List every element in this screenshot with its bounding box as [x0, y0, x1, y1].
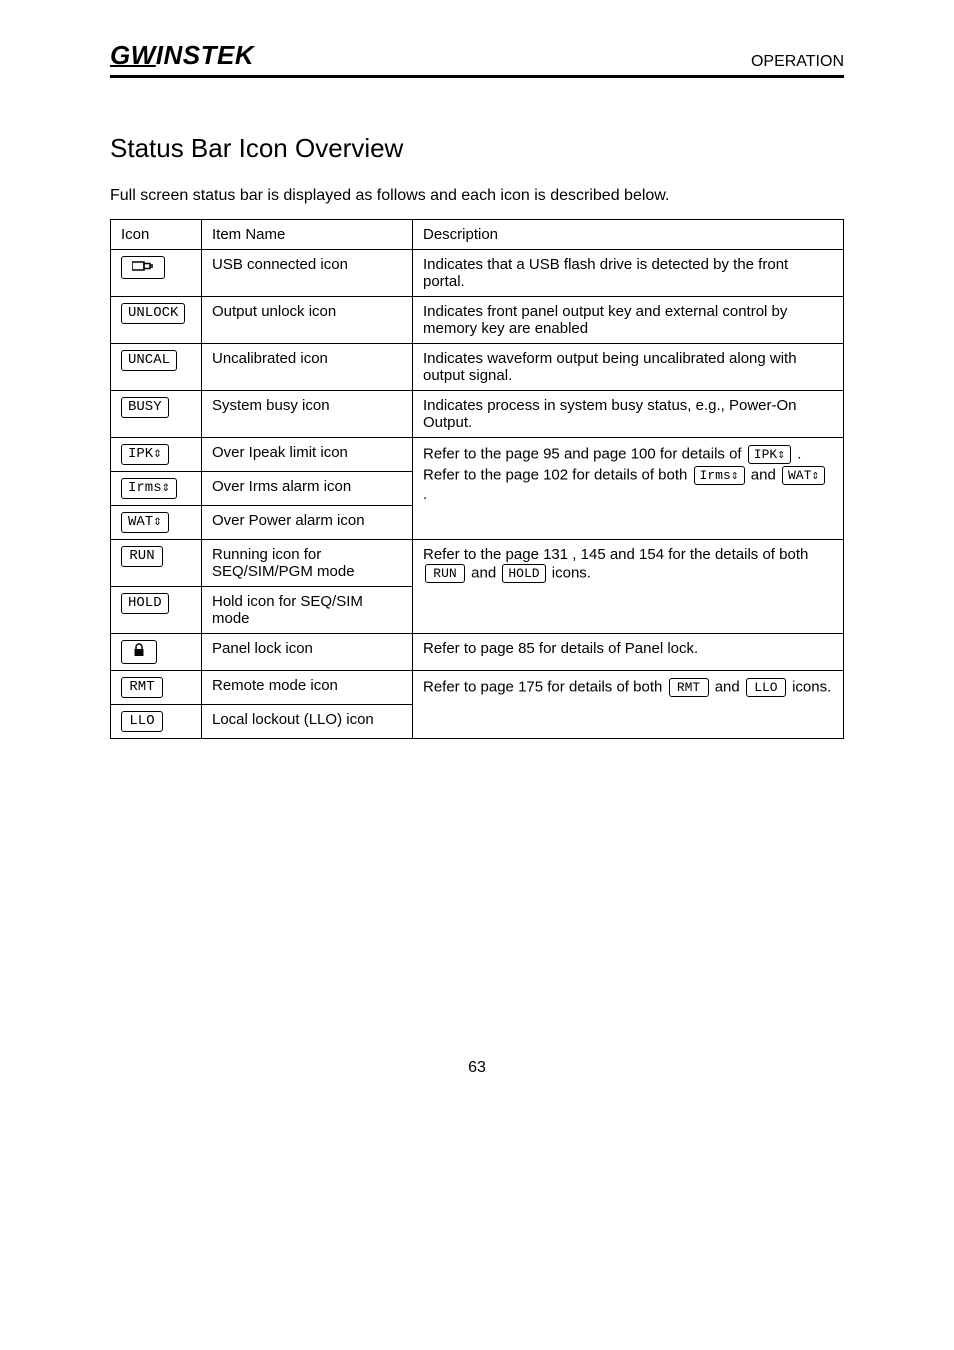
- t: icons.: [792, 679, 831, 696]
- table-row: RMT Remote mode icon Refer to page 175 f…: [111, 671, 844, 705]
- page-ref: 100: [631, 446, 656, 463]
- t: Refer to the page: [423, 546, 543, 563]
- t: and page: [564, 446, 631, 463]
- col-icon: Icon: [111, 220, 202, 250]
- table-row: RUN Running icon for SEQ/SIM/PGM mode Re…: [111, 540, 844, 587]
- wat-text: WAT: [128, 514, 153, 530]
- updown-glyph: ⇕: [153, 514, 161, 530]
- t: and: [610, 546, 639, 563]
- page-ref: 145: [581, 546, 606, 563]
- rmt-icon-inline: RMT: [669, 678, 709, 697]
- t: IPK: [754, 447, 777, 462]
- page-ref: 95: [543, 446, 560, 463]
- t: for details of both: [572, 467, 691, 484]
- item-name: Over Ipeak limit icon: [202, 438, 413, 472]
- t: .: [423, 486, 427, 503]
- usb-icon: [121, 256, 165, 279]
- status-icon-table: Icon Item Name Description: [110, 219, 844, 739]
- table-row: Panel lock icon Refer to page 85 for det…: [111, 634, 844, 671]
- llo-icon: LLO: [121, 711, 163, 732]
- page-ref: 154: [639, 546, 664, 563]
- rmt-icon: RMT: [121, 677, 163, 698]
- item-name: Panel lock icon: [202, 634, 413, 671]
- t: and: [471, 565, 500, 582]
- table-row: BUSY System busy icon Indicates process …: [111, 391, 844, 438]
- lock-icon: [121, 640, 157, 664]
- item-name: System busy icon: [202, 391, 413, 438]
- llo-icon-inline: LLO: [746, 678, 786, 697]
- t: for details of: [660, 446, 746, 463]
- t: and: [751, 467, 780, 484]
- t: icons.: [552, 565, 591, 582]
- updown-glyph: ⇕: [162, 480, 170, 496]
- wat-icon-inline: WAT⇕: [782, 466, 825, 485]
- item-name: Local lockout (LLO) icon: [202, 705, 413, 739]
- table-row: UNLOCK Output unlock icon Indicates fron…: [111, 297, 844, 344]
- page-number: 63: [110, 1059, 844, 1077]
- irms-icon-inline: Irms⇕: [694, 466, 745, 485]
- item-name: Output unlock icon: [202, 297, 413, 344]
- item-name: Hold icon for SEQ/SIM mode: [202, 587, 413, 634]
- page-ref: 85: [518, 640, 535, 657]
- item-desc: Indicates process in system busy status,…: [413, 391, 844, 438]
- page-header: GWINSTEK OPERATION: [110, 40, 844, 78]
- hold-icon-inline: HOLD: [502, 564, 545, 583]
- item-name: Running icon for SEQ/SIM/PGM mode: [202, 540, 413, 587]
- ipk-text: IPK: [128, 446, 153, 462]
- t: Irms: [700, 468, 731, 483]
- item-name: Uncalibrated icon: [202, 344, 413, 391]
- item-name: Remote mode icon: [202, 671, 413, 705]
- t: ,: [572, 546, 580, 563]
- irms-text: Irms: [128, 480, 162, 496]
- item-desc-merged: Refer to the page 95 and page 100 for de…: [413, 438, 844, 540]
- header-section-label: OPERATION: [751, 53, 844, 71]
- item-desc: Refer to page 85 for details of Panel lo…: [413, 634, 844, 671]
- col-description: Description: [413, 220, 844, 250]
- item-name: Over Power alarm icon: [202, 506, 413, 540]
- col-item-name: Item Name: [202, 220, 413, 250]
- busy-icon: BUSY: [121, 397, 169, 418]
- t: for details of both: [547, 679, 666, 696]
- logo-gw: GW: [110, 40, 156, 71]
- unlock-icon: UNLOCK: [121, 303, 185, 324]
- page-ref: 102: [543, 467, 568, 484]
- run-icon-inline: RUN: [425, 564, 465, 583]
- t: and: [715, 679, 744, 696]
- item-desc-merged: Refer to page 175 for details of both RM…: [413, 671, 844, 739]
- page-ref: 131: [543, 546, 568, 563]
- logo: GWINSTEK: [110, 40, 254, 71]
- ipk-icon-inline: IPK⇕: [748, 445, 791, 464]
- wat-icon: WAT⇕: [121, 512, 169, 533]
- item-name: Over Irms alarm icon: [202, 472, 413, 506]
- uncal-icon: UNCAL: [121, 350, 177, 371]
- section-title: Status Bar Icon Overview: [110, 133, 844, 164]
- table-row: USB connected icon Indicates that a USB …: [111, 250, 844, 297]
- hold-icon: HOLD: [121, 593, 169, 614]
- t: Refer to page: [423, 679, 518, 696]
- irms-icon: Irms⇕: [121, 478, 177, 499]
- ipk-icon: IPK⇕: [121, 444, 169, 465]
- item-desc: Indicates that a USB flash drive is dete…: [413, 250, 844, 297]
- t: Refer to page: [423, 640, 518, 657]
- t: for the details of both: [668, 546, 808, 563]
- t: Refer to the page: [423, 446, 543, 463]
- updown-glyph: ⇕: [153, 446, 161, 462]
- intro-text: Full screen status bar is displayed as f…: [110, 184, 844, 207]
- run-icon: RUN: [121, 546, 163, 567]
- item-desc: Indicates front panel output key and ext…: [413, 297, 844, 344]
- table-row: IPK⇕ Over Ipeak limit icon Refer to the …: [111, 438, 844, 472]
- t: for details of Panel lock.: [539, 640, 698, 657]
- page-ref: 175: [518, 679, 543, 696]
- table-row: UNCAL Uncalibrated icon Indicates wavefo…: [111, 344, 844, 391]
- item-name: USB connected icon: [202, 250, 413, 297]
- item-desc: Indicates waveform output being uncalibr…: [413, 344, 844, 391]
- t: WAT: [788, 468, 811, 483]
- logo-instek: INSTEK: [156, 40, 254, 71]
- item-desc-merged: Refer to the page 131 , 145 and 154 for …: [413, 540, 844, 634]
